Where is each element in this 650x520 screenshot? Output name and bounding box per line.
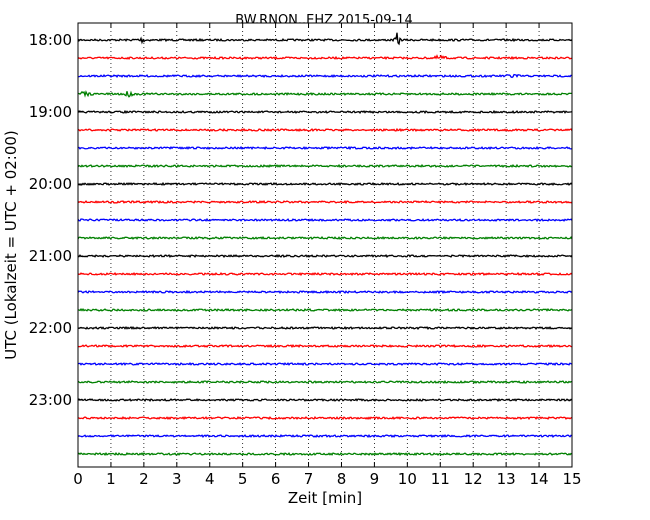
trace-line: [77, 217, 573, 223]
trace-line: [77, 73, 573, 79]
y-axis-label: UTC (Lokalzeit = UTC + 02:00): [2, 130, 20, 360]
trace-line: [77, 397, 573, 403]
x-tick-label: 2: [139, 470, 149, 488]
trace-line: [77, 380, 573, 384]
trace-line: [77, 325, 573, 331]
x-tick-label: 5: [238, 470, 248, 488]
trace-line: [77, 163, 573, 169]
trace-line: [77, 200, 573, 205]
trace-line: [77, 109, 573, 115]
y-tick-label: 22:00: [29, 319, 72, 337]
x-tick-label: 13: [497, 470, 516, 488]
x-axis-label: Zeit [min]: [288, 489, 362, 507]
y-tick-label: 23:00: [29, 391, 72, 409]
trace-line: [77, 253, 573, 259]
y-tick-label: 20:00: [29, 175, 72, 193]
trace-line: [77, 416, 573, 420]
x-tick-label: 1: [106, 470, 116, 488]
trace-line: [77, 235, 573, 240]
trace-line: [77, 289, 573, 295]
trace-line: [77, 307, 573, 313]
trace-line: [77, 181, 573, 187]
x-tick-label: 6: [271, 470, 281, 488]
trace-line: [77, 54, 573, 61]
trace-line: [77, 271, 573, 277]
x-tick-label: 8: [337, 470, 347, 488]
trace-line: [77, 145, 573, 151]
traces: [77, 32, 573, 457]
plot-frame: [77, 22, 573, 468]
trace-line: [77, 361, 573, 366]
trace-line: [77, 127, 573, 133]
x-tick-label: 7: [304, 470, 314, 488]
y-tick-label: 21:00: [29, 247, 72, 265]
x-tick-label: 4: [205, 470, 215, 488]
x-tick-label: 3: [172, 470, 182, 488]
trace-line: [77, 433, 573, 439]
x-tick-label: 12: [464, 470, 483, 488]
x-tick-label: 11: [431, 470, 450, 488]
trace-line: [77, 451, 573, 457]
trace-line: [77, 90, 573, 98]
x-tick-label: 0: [73, 470, 83, 488]
ticks: 0 1 2 3 4 5 6 7 8 9 10 11 12 13 14 1518:0019:0020:0021:…: [29, 23, 582, 488]
plot-area: [78, 23, 572, 467]
x-tick-label: 10: [398, 470, 417, 488]
y-tick-label: 19:00: [29, 103, 72, 121]
trace-line: [77, 32, 573, 46]
x-tick-label: 15: [562, 470, 581, 488]
x-tick-label: 14: [530, 470, 549, 488]
x-tick-label: 9: [370, 470, 380, 488]
y-tick-label: 18:00: [29, 31, 72, 49]
trace-line: [77, 343, 573, 349]
